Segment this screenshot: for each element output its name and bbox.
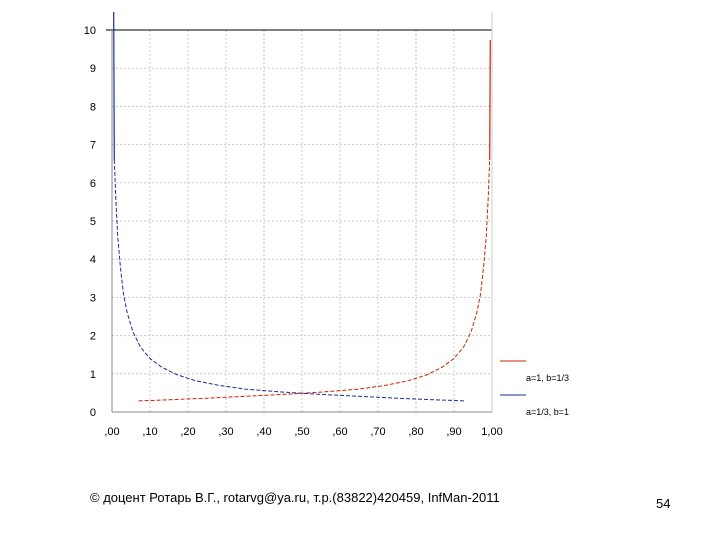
x-tick-label: ,80 bbox=[408, 426, 423, 438]
series-asymptote-1 bbox=[489, 39, 491, 160]
x-tick-label: ,70 bbox=[370, 426, 385, 438]
x-tick-label: 1,00 bbox=[481, 426, 502, 438]
beta-density-chart: 0 1 2 3 4 5 6 7 8 9 10 ,00 ,10 ,20 ,30 ,40 ,50 ,60 ,70 ,80,… bbox=[84, 11, 569, 438]
y-tick-label: 6 bbox=[90, 178, 96, 190]
y-tick-label: 1 bbox=[90, 369, 96, 381]
y-tick-label: 5 bbox=[90, 216, 96, 228]
y-tick-label: 9 bbox=[90, 63, 96, 75]
y-tick-label: 3 bbox=[90, 292, 96, 304]
series-line-1 bbox=[138, 159, 491, 402]
legend-label-2: a=1/3, b=1 bbox=[526, 407, 569, 417]
x-tick-label: ,00 bbox=[104, 426, 119, 438]
x-tick-label: ,30 bbox=[218, 426, 233, 438]
y-tick-label: 7 bbox=[90, 140, 96, 152]
y-tick-label: 8 bbox=[90, 101, 96, 113]
y-tick-label: 4 bbox=[90, 254, 96, 266]
x-tick-label: ,10 bbox=[142, 426, 157, 438]
x-tick-label: ,40 bbox=[256, 426, 271, 438]
legend-label-1: a=1, b=1/3 bbox=[526, 373, 569, 383]
grid bbox=[112, 30, 492, 412]
x-tick-label: ,60 bbox=[332, 426, 347, 438]
x-tick-label: ,20 bbox=[180, 426, 195, 438]
y-tick-label: 10 bbox=[84, 25, 96, 37]
x-tick-label: ,90 bbox=[446, 426, 461, 438]
x-tick-label: ,50 bbox=[294, 426, 309, 438]
y-tick-label: 2 bbox=[90, 331, 96, 343]
copyright-footer: © доцент Ротарь В.Г., rotarvg@ya.ru, т.р… bbox=[90, 490, 500, 505]
series-lines bbox=[113, 11, 491, 402]
series-line-2 bbox=[113, 159, 466, 402]
page-number: 54 bbox=[656, 496, 671, 511]
tick-labels: 0 1 2 3 4 5 6 7 8 9 10 ,00 ,10 ,20 ,30 ,40 ,50 ,60 ,70 ,80,… bbox=[84, 25, 503, 438]
axes bbox=[106, 12, 493, 413]
y-tick-label: 0 bbox=[90, 407, 96, 419]
series-asymptote-2 bbox=[113, 11, 115, 160]
legend: a=1, b=1/3 a=1/3, b=1 bbox=[500, 360, 569, 417]
